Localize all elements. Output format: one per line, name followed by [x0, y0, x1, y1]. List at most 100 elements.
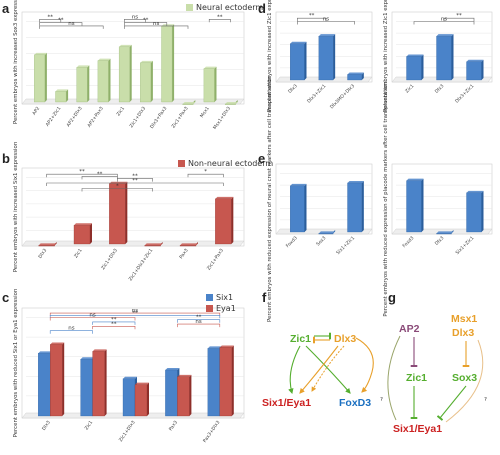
- bar: [109, 183, 126, 245]
- significance-bracket: [46, 173, 118, 178]
- edge-g-sox3-six1: [436, 385, 467, 421]
- bar: [92, 351, 105, 417]
- bar: [436, 36, 452, 81]
- chart-d2: Percent embryos with increased Zic1 expr…: [383, 0, 493, 112]
- y-axis-label: Percent embryos with increased Sox3 expr…: [13, 0, 19, 124]
- significance-label: ns: [195, 319, 201, 325]
- bar-top: [466, 190, 484, 193]
- node-g-dlx3: Dlx3: [452, 327, 474, 339]
- bar-top: [347, 72, 364, 75]
- bar: [76, 67, 88, 103]
- bar-side: [304, 41, 307, 80]
- bar: [182, 103, 194, 105]
- significance-label: ns: [68, 326, 74, 332]
- tick-label: Zic1+Dlx3: [118, 420, 137, 443]
- significance-bracket: [297, 17, 327, 22]
- significance-label: **: [132, 174, 138, 180]
- chart-c: Percent embryos with reduced Six1 or Eya…: [13, 289, 245, 444]
- tick-label: AP2+Dlx3: [65, 106, 83, 128]
- bar-top: [140, 60, 153, 63]
- significance-bracket: [81, 176, 118, 180]
- bar-top: [290, 41, 307, 44]
- bar: [165, 369, 178, 417]
- bar-side: [172, 24, 175, 103]
- tick-label: Pax3: [178, 248, 189, 261]
- bar-top: [144, 243, 163, 246]
- node-f-dlx3: Dlx3: [334, 333, 356, 345]
- bar: [134, 384, 148, 417]
- significance-label: **: [143, 18, 149, 24]
- significance-label: **: [97, 171, 103, 177]
- node-g-ap2: AP2: [399, 323, 420, 335]
- significance-bracket: [39, 22, 83, 26]
- node-f-six1eya1: Six1/Eya1: [262, 397, 311, 409]
- tick-label: Msx1+Dlx3: [212, 106, 232, 131]
- tick-label: Msx1: [199, 106, 211, 119]
- panel-label-f: f: [262, 290, 267, 305]
- significance-label: **: [132, 178, 138, 184]
- significance-label: ns: [132, 14, 138, 20]
- node-g-six1eya1: Six1/Eya1: [393, 423, 442, 435]
- bar: [290, 185, 305, 233]
- bar-side: [129, 44, 132, 102]
- tick-label: AP2+Pax3: [86, 106, 105, 129]
- bar: [406, 180, 422, 233]
- legend-swatch: [206, 294, 213, 301]
- bar-top: [38, 243, 57, 246]
- bar: [73, 225, 91, 245]
- chart-frame: [21, 167, 245, 247]
- significance-bracket: [49, 312, 221, 317]
- bar: [203, 68, 215, 103]
- legend-swatch: [206, 305, 213, 312]
- bar: [50, 344, 63, 417]
- significance-label: ns: [68, 21, 74, 27]
- bar: [97, 60, 109, 103]
- significance-bracket: [39, 19, 62, 23]
- tick-label: Dlx3: [41, 420, 52, 432]
- y-axis-label: Percent embryos with reduced Six1 or Eya…: [13, 289, 19, 438]
- bar-top: [135, 382, 149, 385]
- tick-label: AP2+Zic1: [45, 106, 63, 128]
- bar-top: [34, 52, 47, 55]
- bar-side: [231, 196, 234, 244]
- bar-side: [189, 374, 192, 416]
- significance-bracket: [92, 326, 136, 330]
- y-axis-label: Percent embryos with reduced expression …: [383, 81, 389, 316]
- significance-bracket: [124, 22, 168, 26]
- bar-top: [290, 183, 307, 186]
- bar-top: [97, 58, 111, 61]
- bar-top: [347, 180, 364, 183]
- bar-top: [38, 351, 53, 354]
- bar-side: [421, 178, 424, 232]
- significance-bracket: [177, 323, 221, 328]
- edge-f-zic1-six1: [288, 345, 301, 395]
- significance-label: ns: [153, 21, 159, 27]
- bar-top: [165, 367, 180, 370]
- tick-label: Zic1: [115, 106, 126, 118]
- chart-a: Percent embryos with increased Sox3 expr…: [13, 0, 263, 131]
- panel-label-b: b: [2, 151, 10, 166]
- bar-side: [87, 65, 90, 102]
- significance-label: **: [58, 18, 64, 24]
- bar-side: [125, 181, 128, 244]
- bar: [466, 192, 482, 233]
- bar: [55, 91, 67, 103]
- significance-bracket: [187, 173, 224, 178]
- bar-side: [481, 190, 484, 232]
- tick-label: Six1+Zic1: [455, 235, 476, 256]
- significance-bracket: [177, 319, 221, 323]
- node-g-zic1: Zic1: [406, 372, 427, 384]
- bar-side: [44, 52, 47, 102]
- edge-f-dlx3-foxd3: [355, 337, 374, 393]
- node-g-sox3: Sox3: [452, 372, 477, 384]
- tick-label: Dlx3: [434, 83, 446, 95]
- bar: [80, 359, 93, 417]
- node-g-msx1: Msx1: [451, 313, 477, 325]
- significance-label: *: [204, 169, 207, 175]
- legend-label: Neural ectoderm: [196, 3, 263, 12]
- chart-d1: Percent embryos with increased Zic1 expr…: [267, 0, 373, 112]
- bar-top: [180, 243, 198, 246]
- edge-f-dlx3-six1: [299, 345, 339, 394]
- tick-label: Pax3+Dlx3: [202, 420, 221, 444]
- edge-g-dlx3-six1: [445, 339, 484, 423]
